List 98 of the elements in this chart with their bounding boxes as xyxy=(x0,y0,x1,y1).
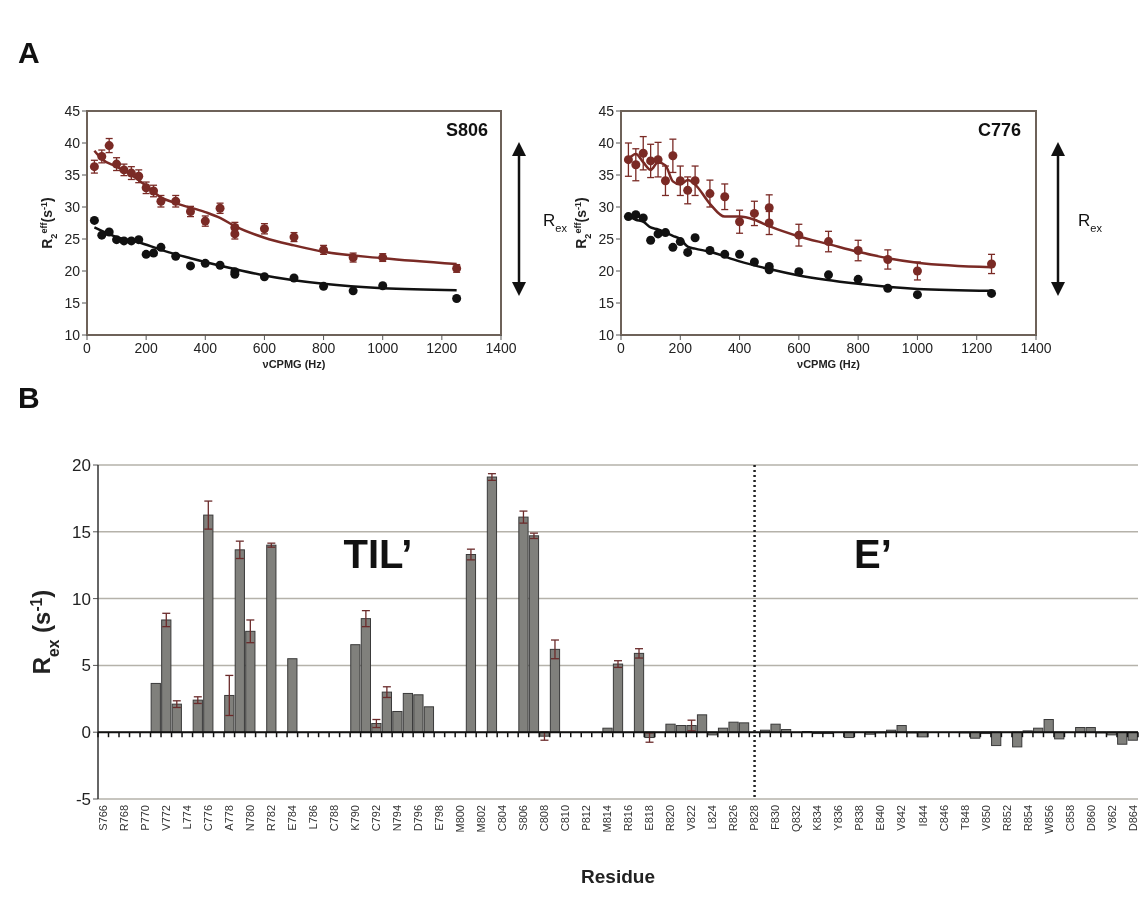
x-tick-label: W856 xyxy=(1042,805,1055,834)
x-tick-label: L774 xyxy=(181,805,194,830)
y-tick-label: 45 xyxy=(598,102,615,119)
annotation: S806 xyxy=(445,120,488,140)
x-tick-label: 1000 xyxy=(367,340,399,356)
x-tick-label: 1400 xyxy=(1020,340,1052,356)
text: R$_{ex}$ xyxy=(1078,211,1103,234)
y-tick-label: 25 xyxy=(64,230,81,247)
x-tick-label: C804 xyxy=(496,805,509,832)
x-tick-label: C808 xyxy=(538,805,551,832)
y-tick-label: 25 xyxy=(598,230,615,247)
x-tick-label: 200 xyxy=(134,340,159,356)
x-tick-label: E818 xyxy=(643,805,656,831)
x-tick-label: S766 xyxy=(97,805,110,831)
y-tick-label: 0 xyxy=(81,723,91,743)
x-tick-label: 800 xyxy=(846,340,871,356)
x-tick-label: P838 xyxy=(853,805,866,831)
y-tick-label: 15 xyxy=(598,294,615,311)
x-tick-label: 400 xyxy=(727,340,752,356)
y-tick-label: 40 xyxy=(64,134,81,151)
text: B xyxy=(18,381,40,414)
x-tick-label: P770 xyxy=(139,805,152,831)
x-axis-title: νCPMG (Hz) xyxy=(262,358,326,370)
x-tick-label: M800 xyxy=(454,805,467,833)
x-tick-label: R826 xyxy=(727,805,740,832)
y-tick-label: 40 xyxy=(598,134,615,151)
y-tick-label: -5 xyxy=(75,789,91,809)
y-tick-label: 10 xyxy=(72,589,91,609)
x-tick-label: V862 xyxy=(1105,805,1118,831)
x-tick-label: Y836 xyxy=(832,805,845,831)
y-tick-label: 10 xyxy=(598,326,615,343)
x-tick-label: Q832 xyxy=(790,805,803,832)
y-tick-label: 15 xyxy=(72,522,91,542)
x-tick-label: 600 xyxy=(787,340,811,356)
y-tick-label: 35 xyxy=(598,166,615,183)
x-tick-label: D860 xyxy=(1084,805,1097,832)
y-tick-label: 45 xyxy=(64,102,81,119)
x-tick-label: R816 xyxy=(622,805,635,832)
y-tick-label: 15 xyxy=(64,294,81,311)
x-axis-title: Residue xyxy=(581,866,655,887)
x-tick-label: P812 xyxy=(580,805,593,831)
x-tick-label: E798 xyxy=(433,805,446,831)
x-tick-label: V772 xyxy=(160,805,173,831)
x-tick-label: C776 xyxy=(202,805,215,832)
x-tick-label: C788 xyxy=(328,805,341,832)
x-tick-label: P828 xyxy=(748,805,761,831)
x-tick-label: 200 xyxy=(668,340,693,356)
x-tick-label: 400 xyxy=(193,340,218,356)
x-tick-label: R782 xyxy=(265,805,278,832)
x-tick-label: E784 xyxy=(286,805,299,831)
x-tick-label: D864 xyxy=(1126,805,1139,832)
x-tick-label: 1000 xyxy=(901,340,934,356)
y-tick-label: 5 xyxy=(81,656,91,676)
x-tick-label: R820 xyxy=(664,805,677,832)
x-tick-label: 600 xyxy=(252,340,277,356)
x-tick-label: 1200 xyxy=(426,340,458,356)
x-tick-label: V850 xyxy=(979,805,992,831)
x-tick-label: C792 xyxy=(370,805,383,832)
x-tick-label: L824 xyxy=(706,805,719,830)
annotation: TIL’ xyxy=(343,532,413,576)
x-tick-label: T848 xyxy=(958,805,971,831)
y-tick-label: 20 xyxy=(64,262,81,279)
x-tick-label: V822 xyxy=(685,805,698,831)
x-tick-label: K790 xyxy=(349,805,362,831)
x-tick-label: S806 xyxy=(517,805,530,831)
y-tick-label: 10 xyxy=(64,326,81,343)
y-tick-label: 20 xyxy=(72,455,91,475)
x-tick-label: C810 xyxy=(559,805,572,832)
x-tick-label: 1200 xyxy=(961,340,993,356)
x-tick-label: 1400 xyxy=(485,340,517,356)
text: R$_{ex}$ xyxy=(543,211,568,234)
x-tick-label: I844 xyxy=(916,805,929,827)
y-tick-label: 30 xyxy=(64,198,81,215)
x-tick-label: M814 xyxy=(601,805,614,833)
text: A xyxy=(18,36,40,69)
x-tick-label: K834 xyxy=(811,805,824,831)
x-tick-label: M802 xyxy=(475,805,488,833)
annotation: C776 xyxy=(977,120,1021,140)
x-tick-label: E840 xyxy=(874,805,887,831)
x-tick-label: R768 xyxy=(118,805,131,832)
annotation: E’ xyxy=(854,532,892,576)
y-tick-label: 20 xyxy=(598,262,615,279)
x-tick-label: L786 xyxy=(307,805,320,830)
x-tick-label: R852 xyxy=(1000,805,1013,832)
y-tick-label: 35 xyxy=(64,166,81,183)
x-tick-label: D796 xyxy=(412,805,425,832)
x-tick-label: F830 xyxy=(769,805,782,831)
x-tick-label: N780 xyxy=(244,805,257,832)
x-tick-label: A778 xyxy=(223,805,236,831)
x-tick-label: C858 xyxy=(1063,805,1076,832)
x-tick-label: V842 xyxy=(895,805,908,831)
x-tick-label: N794 xyxy=(391,805,404,832)
x-tick-label: 800 xyxy=(311,340,336,356)
x-tick-label: C846 xyxy=(937,805,950,832)
x-axis-title: νCPMG (Hz) xyxy=(797,358,861,370)
y-tick-label: 30 xyxy=(598,198,615,215)
x-tick-label: 0 xyxy=(617,340,626,356)
x-tick-label: R854 xyxy=(1021,805,1034,832)
